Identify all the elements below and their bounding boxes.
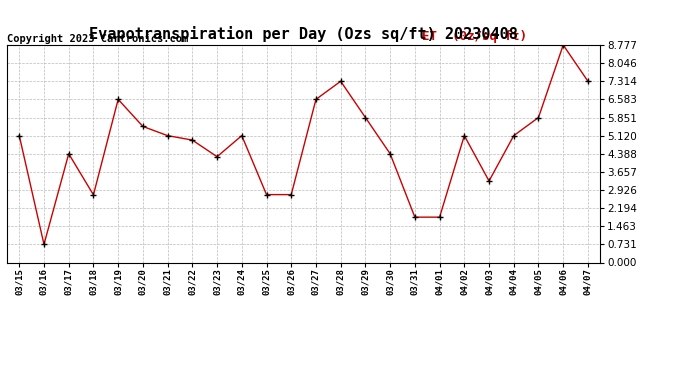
Title: Evapotranspiration per Day (Ozs sq/ft) 20230408: Evapotranspiration per Day (Ozs sq/ft) 2…: [89, 27, 518, 42]
Text: Copyright 2023 Cartronics.com: Copyright 2023 Cartronics.com: [7, 34, 188, 44]
Text: ET  (0z/sq ft): ET (0z/sq ft): [422, 30, 527, 43]
